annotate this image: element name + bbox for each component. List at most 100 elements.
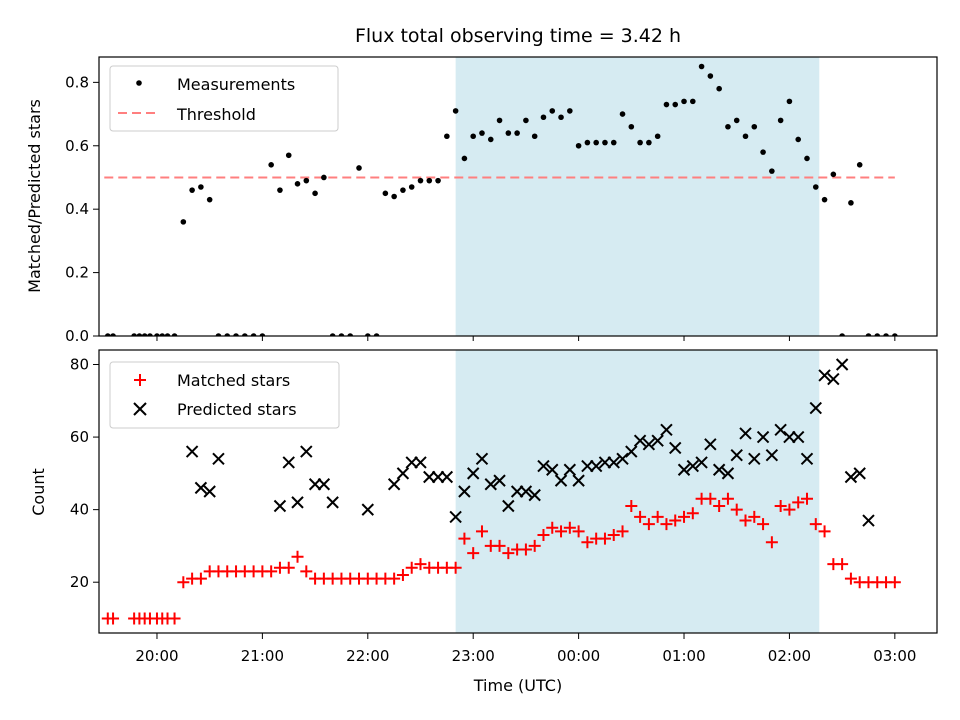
measurement-point [733,117,740,124]
measurement-point [408,184,415,190]
matched-star-point [818,525,831,538]
bottom-x-tick-label: 20:00 [135,647,178,665]
predicted-star-point [554,474,568,487]
measurement-point [777,117,784,124]
measurement-point [417,177,424,184]
predicted-star-point [589,459,603,473]
matched-star-point [678,510,691,523]
top-legend: Measurements Threshold [109,65,339,132]
predicted-star-point [449,510,462,524]
measurement-point [233,333,239,336]
bottom-x-tick-label: 00:00 [557,647,600,665]
bottom-data-marks [101,358,901,625]
measurement-point [391,193,397,200]
predicted-star-point [792,430,805,444]
measurement-point [610,139,617,146]
predicted-star-point [800,452,814,466]
measurement-point [285,152,292,159]
measurement-point [461,155,468,162]
measurement-point [830,171,837,178]
predicted-star-point [203,485,216,498]
predicted-star-point [326,496,339,509]
predicted-star-point [212,452,225,466]
predicted-star-point [818,369,831,382]
measurement-point [725,123,731,130]
measurement-point [277,187,283,193]
measurement-point [110,333,116,336]
top-y-tick-label: 0.6 [65,137,89,155]
matched-star-point [660,518,673,531]
predicted-star-point [396,467,410,480]
measurement-point [338,333,345,336]
matched-star-point [388,572,401,585]
predicted-star-point [546,463,559,476]
matched-star-point [177,576,190,589]
bottom-y-tick-label: 40 [70,501,89,519]
bottom-y-tick-label: 20 [70,573,89,591]
predicted-star-point [361,503,374,516]
predicted-star-point [835,358,849,371]
bottom-legend-box [109,361,340,429]
measurement-point [164,333,171,336]
measurement-point [224,333,231,336]
bottom-x-tick-label: 02:00 [768,647,811,665]
predicted-star-point [440,470,454,484]
predicted-star-point [625,445,638,458]
measurement-point [558,114,564,121]
predicted-star-point [308,478,322,491]
measurement-point [865,333,872,336]
top-y-tick-label: 0.2 [65,264,89,282]
measurement-point [364,333,371,336]
measurement-point [382,190,389,197]
measurement-point [567,108,573,114]
matched-star-point [528,539,541,552]
matched-star-point [836,558,849,571]
predicted-star-point [581,459,594,473]
measurement-point [198,184,204,190]
chart-title: Flux total observing time = 3.42 h [355,25,681,47]
predicted-star-point [519,485,533,498]
measurement-point [575,142,582,149]
measurement-point [804,155,810,162]
matched-star-point [300,565,313,578]
measurement-point [242,333,248,336]
matched-star-point [774,500,787,513]
predicted-star-point [387,478,401,491]
measurement-point [628,123,635,130]
measurement-point [171,333,178,336]
bottom-x-tick-label: 23:00 [452,647,495,665]
matched-star-point [414,558,427,571]
measurement-point [646,139,652,146]
matched-star-point [572,525,585,538]
measurement-point [531,133,538,140]
matched-star-point [809,518,822,531]
predicted-star-point [466,467,480,480]
predicted-star-point [774,423,787,437]
predicted-star-point [185,445,199,458]
measurement-point [136,333,143,336]
matched-star-point [458,532,471,545]
matched-star-point [634,510,647,523]
predicted-star-point [844,470,858,484]
measurement-point [400,187,406,193]
measurement-point [883,333,889,336]
legend-marker-measurements [136,80,142,86]
measurement-point [329,333,336,336]
measurement-point [760,149,766,155]
matched-star-point [291,550,304,563]
matched-star-point [792,496,805,509]
matched-star-point [669,514,682,527]
predicted-star-point [686,459,700,473]
predicted-star-point [405,456,418,469]
matched-star-point [405,561,418,574]
predicted-star-point [633,434,647,447]
matched-star-point [651,510,664,523]
bottom-y-tick-label: 80 [70,356,89,374]
measurement-point [154,333,160,336]
matched-star-point [563,521,576,534]
measurement-point [303,177,310,184]
measurement-point [159,333,166,336]
bottom-y-tick-label: 60 [70,428,89,446]
bottom-x-tick-label: 01:00 [662,647,705,665]
